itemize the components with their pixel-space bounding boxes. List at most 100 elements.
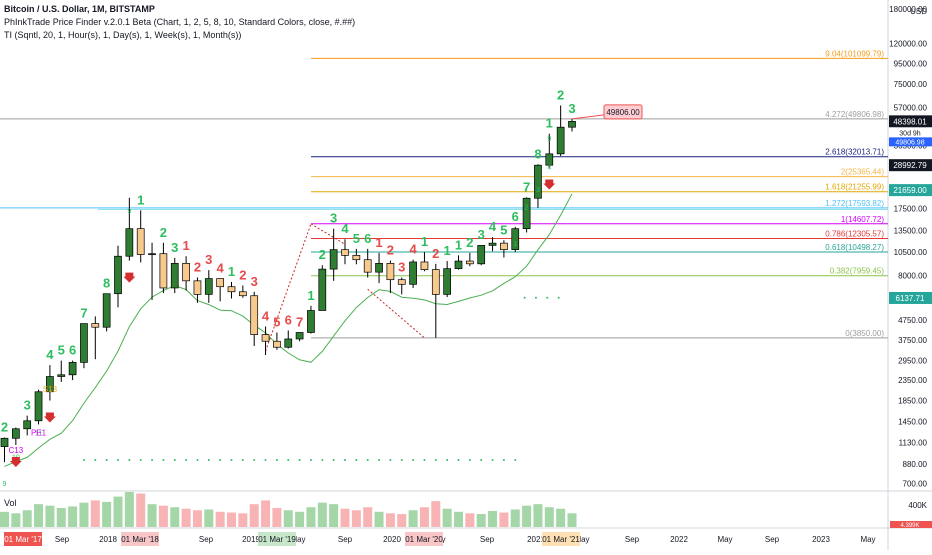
- volume-bar: [488, 511, 498, 527]
- fib-level-label: 1(14607.72): [841, 215, 884, 224]
- volume-bar: [306, 507, 316, 527]
- hidden-level-badge: [889, 137, 932, 147]
- td-setup-count: 3: [398, 259, 405, 274]
- current-price-value: 48398.01: [893, 117, 927, 126]
- volume-bar: [113, 496, 123, 527]
- td-setup-count: 3: [24, 398, 31, 413]
- td-setup-count: 7: [80, 306, 87, 321]
- candle-body: [466, 260, 474, 265]
- candle-body: [46, 376, 54, 393]
- time-axis-tick: May: [290, 535, 305, 544]
- td-setup-count: 1: [182, 238, 189, 253]
- candle-body: [568, 121, 576, 128]
- td-risk-dot: [207, 459, 210, 461]
- time-axis-tick: 2022: [670, 535, 688, 544]
- volume-bar: [90, 500, 100, 527]
- volume-bar: [522, 505, 532, 527]
- candle-body: [12, 428, 20, 439]
- time-axis-highlight-label: 01 Mar '19: [258, 535, 296, 544]
- td-setup-count: 2: [432, 246, 439, 261]
- candle-body: [159, 253, 168, 289]
- candle-body: [397, 279, 406, 285]
- candle-body: [114, 255, 122, 295]
- volume-bar: [170, 507, 180, 527]
- fib-level-label: 2.618(32013.71): [825, 148, 884, 157]
- td-setup-count: 6: [285, 312, 292, 327]
- candle-body: [148, 253, 156, 256]
- volume-bar: [351, 510, 361, 527]
- candle-body: [522, 197, 531, 230]
- td-setup-count: 1: [137, 192, 144, 207]
- candle-body: [91, 323, 100, 328]
- candle-body: [341, 249, 349, 256]
- price-axis-tick: 57000.00: [894, 103, 928, 112]
- volume-axis-badge: [890, 521, 932, 528]
- candle-body: [386, 263, 395, 281]
- td-risk-dot: [321, 459, 324, 461]
- volume-bar: [544, 507, 554, 527]
- price-axis-tick: 1130.00: [899, 439, 928, 448]
- moving-average-line: [4, 193, 573, 467]
- time-axis-tick: May: [574, 535, 589, 544]
- candle-body: [500, 242, 508, 250]
- candle-body: [284, 338, 293, 348]
- time-axis-tick: Sep: [765, 535, 780, 544]
- candle-body: [556, 126, 565, 155]
- td-risk-dot: [241, 459, 244, 461]
- volume-bar: [272, 507, 282, 527]
- volume-bar: [340, 508, 350, 527]
- candle-body: [261, 334, 270, 342]
- candle-body: [102, 293, 111, 328]
- td-risk-dot: [468, 459, 471, 461]
- td-risk-dot: [534, 296, 537, 299]
- td-risk-dot: [480, 459, 483, 461]
- candle-body: [295, 332, 304, 340]
- td-risk-dot: [162, 459, 165, 461]
- td-setup-count: 8: [103, 276, 110, 291]
- volume-bar: [227, 512, 236, 527]
- volume-bar: [385, 513, 395, 527]
- td-risk-dot: [185, 459, 188, 461]
- td-risk-dot: [546, 296, 549, 299]
- candle-body: [170, 263, 179, 289]
- price-axis-tick: 2950.00: [898, 357, 927, 366]
- candle-body: [352, 255, 361, 261]
- td-setup-count: 4: [46, 347, 54, 362]
- td-countdown-number: 4: [547, 165, 551, 172]
- td-risk-dot: [523, 296, 526, 299]
- volume-bar: [465, 513, 475, 527]
- fib-level-label: 9.04(101099.79): [825, 49, 884, 58]
- candle-body: [204, 278, 213, 295]
- volume-bar: [533, 504, 543, 527]
- td-setup-count: 7: [523, 179, 530, 194]
- td-setup-count: 5: [58, 343, 65, 358]
- time-axis-tick: Sep: [55, 535, 70, 544]
- td-setup-count: 2: [160, 225, 167, 240]
- td-setup-count: 6: [512, 209, 519, 224]
- candle-body: [375, 263, 383, 273]
- candle-body: [307, 310, 315, 333]
- volume-bar: [431, 501, 441, 527]
- sell-arrow-icon: [543, 179, 556, 190]
- td-risk-dot: [253, 459, 256, 461]
- td-setup-count: 3: [330, 211, 337, 226]
- time-axis-highlight: [4, 532, 42, 546]
- candle-body: [488, 242, 497, 246]
- volume-bar: [79, 502, 89, 527]
- volume-bar: [408, 510, 418, 527]
- volume-bar: [363, 507, 373, 527]
- td-countdown-number: 11: [35, 430, 42, 437]
- volume-bar: [454, 511, 463, 527]
- td-setup-count: 1: [228, 264, 235, 279]
- td-risk-dot: [151, 459, 154, 461]
- volume-bar: [317, 502, 327, 527]
- candle-body: [363, 259, 372, 273]
- target-callout-text: 49806.00: [606, 108, 640, 117]
- time-axis-tick: 2021: [527, 535, 545, 544]
- volume-bar: [283, 510, 293, 527]
- price-axis-tick: 13500.00: [894, 227, 928, 236]
- volume-bar: [567, 513, 577, 527]
- volume-bar: [556, 508, 566, 527]
